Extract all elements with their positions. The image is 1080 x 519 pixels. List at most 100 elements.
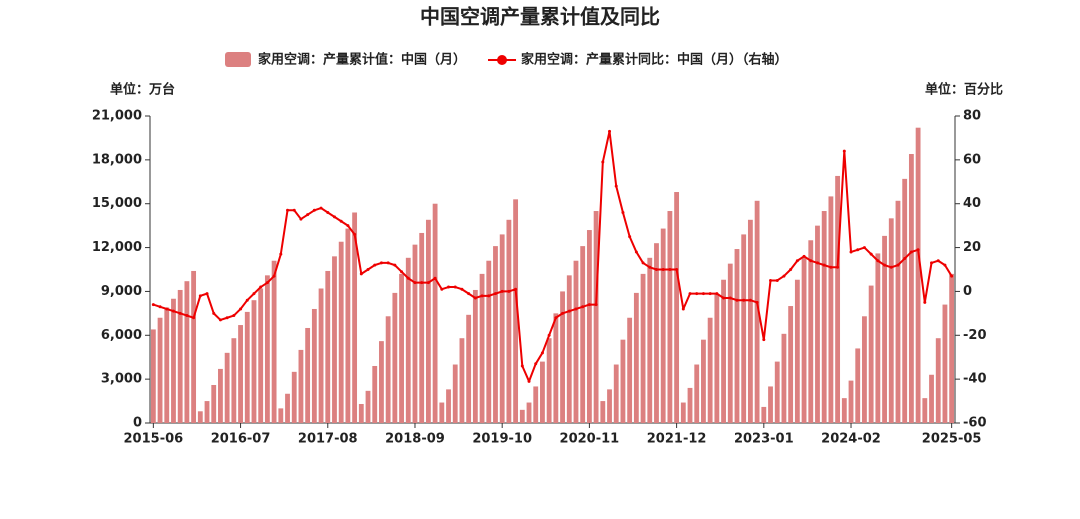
bar [191, 270, 197, 423]
line-point [507, 289, 511, 293]
line-point [165, 307, 169, 311]
legend-label: 家用空调：产量累计同比：中国（月）（右轴） [521, 52, 788, 68]
bar [352, 212, 358, 423]
line-point [903, 257, 907, 261]
bar [553, 313, 559, 423]
bar [298, 349, 304, 423]
bar [633, 292, 639, 423]
bar [929, 374, 934, 423]
bar [425, 219, 431, 423]
bar [197, 411, 203, 423]
x-tick-label: 2024-02 [821, 432, 881, 447]
line-point [366, 268, 370, 271]
bar [714, 294, 720, 423]
line-point [742, 298, 746, 302]
line-point [648, 265, 652, 269]
line-point [661, 268, 665, 271]
bar [150, 329, 156, 423]
bar [332, 256, 337, 423]
line-point [802, 254, 806, 258]
line-point [426, 281, 430, 285]
line-point [299, 217, 303, 221]
bar [264, 275, 270, 423]
line-point [581, 305, 585, 309]
bar [788, 306, 794, 423]
bar [419, 232, 425, 423]
bar [164, 307, 170, 423]
bar [479, 273, 485, 423]
bar [707, 317, 713, 423]
line-point [467, 292, 471, 296]
line-point [212, 311, 216, 315]
line-point [554, 316, 558, 320]
line-point [332, 215, 336, 219]
line-point [272, 274, 276, 278]
y2-tick-label: 80 [963, 109, 981, 124]
line-point [923, 300, 927, 304]
line-point [916, 248, 920, 252]
bar [318, 288, 324, 423]
bar [311, 308, 317, 423]
line-point [594, 303, 598, 307]
line-point [292, 208, 296, 212]
line-point [185, 314, 189, 318]
bar [513, 199, 519, 423]
y2-tick-label: -20 [963, 328, 987, 343]
line-point [453, 285, 457, 289]
bar [372, 365, 378, 423]
line-point [728, 296, 732, 300]
bar [244, 311, 250, 423]
bar [848, 380, 854, 423]
line-point [815, 261, 819, 265]
line-point [547, 333, 551, 337]
line-point [735, 298, 739, 302]
x-tick-label: 2023-01 [734, 432, 794, 447]
line-point [561, 311, 565, 315]
line-point [400, 270, 404, 274]
line-point [849, 250, 853, 254]
bar [546, 338, 552, 423]
line-point [601, 160, 605, 164]
bar [835, 175, 841, 423]
line-point [668, 268, 672, 271]
bar [466, 314, 472, 423]
bar [855, 348, 861, 423]
line-point [641, 261, 645, 265]
line-point [567, 309, 571, 313]
line-point [353, 232, 357, 236]
bar [613, 364, 619, 423]
y2-tick-label: 0 [963, 284, 972, 299]
bar [600, 401, 606, 423]
line-point [359, 272, 363, 276]
line-point [574, 307, 578, 311]
bar [218, 368, 223, 423]
legend-swatch [497, 55, 508, 65]
bar [238, 325, 243, 423]
line-point [930, 261, 934, 265]
line-point [950, 274, 954, 278]
bar [808, 240, 814, 423]
line-point [225, 316, 229, 320]
line-point [809, 259, 813, 263]
y2-tick-label: 20 [963, 240, 981, 255]
bar [493, 246, 498, 423]
bar [184, 281, 190, 423]
bar [922, 398, 928, 423]
legend-swatch [225, 52, 251, 67]
line-point [413, 281, 417, 285]
bar [888, 218, 894, 423]
line-point [312, 208, 316, 212]
bar [801, 257, 807, 423]
x-tick-label: 2025-05 [922, 432, 982, 447]
bar [278, 408, 284, 423]
line-point [889, 265, 893, 269]
bar [667, 211, 673, 423]
line-point [386, 261, 390, 265]
bar [794, 279, 800, 423]
bar [781, 333, 787, 423]
bar [687, 387, 693, 423]
bar [211, 384, 217, 423]
bar [828, 196, 834, 423]
line-point [842, 149, 846, 153]
line-point [715, 292, 719, 296]
